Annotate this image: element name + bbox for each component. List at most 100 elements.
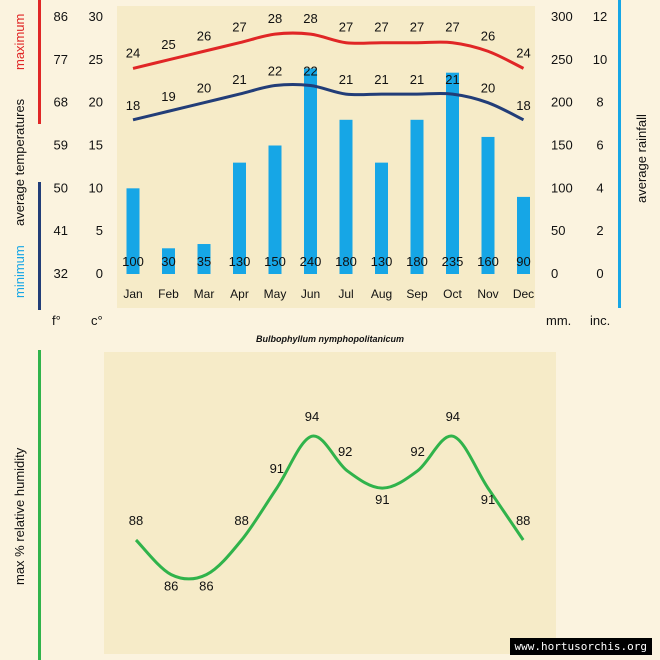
min-temp-label-feb: 19: [161, 89, 175, 104]
rain-value-label-may: 150: [264, 254, 286, 269]
min-temp-label-jul: 21: [339, 72, 353, 87]
rain-value-label-jan: 100: [122, 254, 144, 269]
humidity-label-sep: 92: [410, 444, 424, 459]
rainfall-indicator-bar: [618, 0, 621, 308]
max-temp-label-jun: 28: [303, 11, 317, 26]
rain-inch-tick-12: 12: [593, 9, 607, 24]
humidity-label-jun: 94: [305, 409, 319, 424]
fahrenheit-tick-68: 68: [54, 95, 68, 110]
rain-value-label-dec: 90: [516, 254, 530, 269]
humidity-label-nov: 91: [481, 492, 495, 507]
humidity-panel: [104, 352, 556, 654]
fahrenheit-tick-77: 77: [54, 52, 68, 67]
rain-value-label-oct: 235: [442, 254, 464, 269]
rain-value-label-mar: 35: [197, 254, 211, 269]
minimum-axis-label: minimum: [12, 245, 27, 298]
celsius-tick-20: 20: [89, 95, 103, 110]
rain-inch-tick-6: 6: [596, 138, 603, 153]
rain-mm-tick-300: 300: [551, 9, 573, 24]
humidity-label-aug: 91: [375, 492, 389, 507]
maximum-temperature-line: [132, 31, 525, 70]
fahrenheit-tick-41: 41: [54, 223, 68, 238]
max-temp-label-nov: 26: [481, 28, 495, 43]
species-name: Bulbophyllum nymphopolitanicum: [256, 334, 404, 344]
rain-value-label-feb: 30: [161, 254, 175, 269]
humidity-label-may: 91: [270, 461, 284, 476]
rain-value-label-jun: 240: [300, 254, 322, 269]
rainfall-bar-sep: [410, 119, 424, 274]
max-temp-label-aug: 27: [374, 20, 388, 35]
max-temp-label-oct: 27: [445, 20, 459, 35]
rainfall-bar-jan: [126, 188, 140, 274]
month-label-jan: Jan: [123, 287, 142, 301]
min-temp-label-jun: 22: [303, 64, 317, 79]
maximum-indicator-bar: [38, 0, 41, 124]
rain-value-label-apr: 130: [229, 254, 251, 269]
month-label-mar: Mar: [194, 287, 215, 301]
rain-value-label-aug: 130: [371, 254, 393, 269]
min-temp-label-may: 22: [268, 64, 282, 79]
max-temp-label-jan: 24: [126, 45, 140, 60]
humidity-label-dec: 88: [516, 513, 530, 528]
month-label-dec: Dec: [513, 287, 534, 301]
mm-unit-label: mm.: [546, 313, 572, 328]
max-temp-label-apr: 27: [232, 20, 246, 35]
minimum-indicator-bar: [38, 182, 41, 310]
rain-inch-tick-8: 8: [596, 95, 603, 110]
max-temp-label-feb: 25: [161, 37, 175, 52]
rain-mm-tick-200: 200: [551, 95, 573, 110]
min-temp-label-aug: 21: [374, 72, 388, 87]
celsius-tick-5: 5: [96, 223, 103, 238]
celsius-tick-0: 0: [96, 266, 103, 281]
rainfall-bar-mar: [197, 244, 211, 274]
humidity-label-oct: 94: [446, 409, 460, 424]
month-label-feb: Feb: [158, 287, 179, 301]
min-temp-label-sep: 21: [410, 72, 424, 87]
celsius-tick-10: 10: [89, 180, 103, 195]
rain-inch-tick-2: 2: [596, 223, 603, 238]
month-label-jul: Jul: [338, 287, 353, 301]
rain-inch-tick-0: 0: [596, 266, 603, 281]
humidity-label-jan: 88: [129, 513, 143, 528]
fahrenheit-unit-label: f°: [52, 313, 61, 328]
inch-unit-label: inc.: [590, 313, 611, 328]
min-temp-label-oct: 21: [445, 72, 459, 87]
celsius-tick-25: 25: [89, 52, 103, 67]
humidity-label-mar: 86: [199, 579, 213, 594]
watermark: www.hortusorchis.org: [509, 638, 652, 655]
rain-mm-tick-100: 100: [551, 180, 573, 195]
month-label-apr: Apr: [230, 287, 249, 301]
min-temp-label-dec: 18: [516, 98, 530, 113]
humidity-indicator-bar: [38, 350, 41, 660]
rain-inch-tick-4: 4: [596, 180, 603, 195]
rainfall-bar-jul: [339, 119, 353, 274]
average-temperatures-axis-label: average temperatures: [12, 98, 27, 226]
rainfall-bar-aug: [375, 162, 388, 274]
rain-mm-tick-0: 0: [551, 266, 558, 281]
minimum-temperature-line: [132, 82, 525, 122]
min-temp-label-apr: 21: [232, 72, 246, 87]
rainfall-bar-oct: [446, 72, 459, 274]
rain-value-label-jul: 180: [335, 254, 357, 269]
rain-value-label-nov: 160: [477, 254, 499, 269]
rain-value-label-sep: 180: [406, 254, 428, 269]
month-label-nov: Nov: [477, 287, 498, 301]
rain-inch-tick-10: 10: [593, 52, 607, 67]
rainfall-bar-nov: [481, 136, 495, 274]
month-label-oct: Oct: [443, 287, 462, 301]
fahrenheit-tick-86: 86: [54, 9, 68, 24]
min-temp-label-jan: 18: [126, 98, 140, 113]
celsius-tick-15: 15: [89, 138, 103, 153]
celsius-tick-30: 30: [89, 9, 103, 24]
humidity-label-jul: 92: [338, 444, 352, 459]
celsius-unit-label: c°: [91, 313, 103, 328]
month-label-sep: Sep: [406, 287, 428, 301]
humidity-label-feb: 86: [164, 579, 178, 594]
rainfall-axis-label: average rainfall: [634, 114, 649, 203]
month-label-may: May: [264, 287, 287, 301]
max-temp-label-dec: 24: [516, 45, 530, 60]
rainfall-bar-dec: [517, 196, 530, 274]
maximum-axis-label: maximum: [12, 13, 27, 70]
rainfall-bar-apr: [233, 162, 246, 274]
